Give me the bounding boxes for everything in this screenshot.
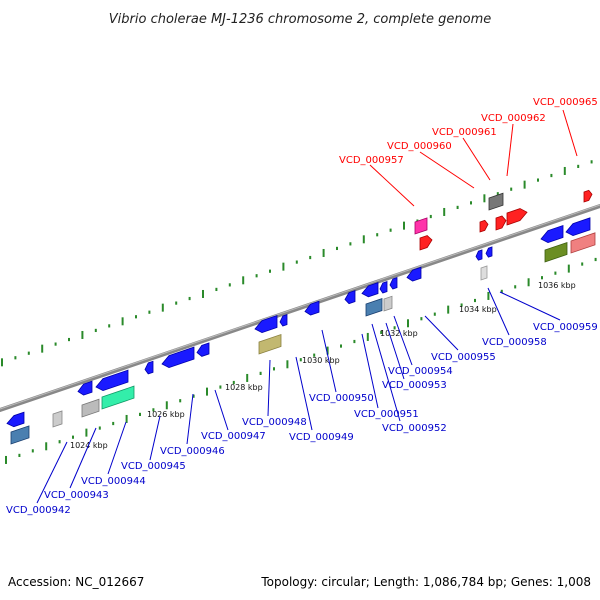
leader-line [487,287,510,336]
gene-label-vcd-000953[interactable]: VCD_000953 [382,380,447,391]
gene-label-vcd-000944[interactable]: VCD_000944 [81,476,146,487]
leader-line [562,109,578,157]
leader-line [424,315,459,351]
gene-arrow [495,215,507,231]
forward-gene-labels: VCD_000957 VCD_000960 VCD_000961 VCD_000… [339,97,598,166]
gene-label-vcd-000955[interactable]: VCD_000955 [431,352,496,363]
gene-label-vcd-000957[interactable]: VCD_000957 [339,155,404,166]
gene-box [81,398,100,418]
gene-arrow [485,246,493,258]
gene-label-vcd-000954[interactable]: VCD_000954 [388,366,453,377]
ruler-label: 1026 kbp [147,410,185,419]
leader-line [149,415,161,461]
gene-arrow [419,235,433,251]
leader-line [69,427,97,489]
ruler-label: 1028 kbp [225,383,263,392]
leader-line [267,359,271,417]
gene-box [365,298,383,317]
leader-line [419,151,475,189]
gene-arrow [77,380,93,396]
gene-box [488,192,504,211]
gene-arrow [6,411,25,428]
leader-line [36,441,68,504]
gene-label-vcd-000952[interactable]: VCD_000952 [382,423,447,434]
leader-line [499,291,561,321]
ruler-label: 1030 kbp [302,356,340,365]
gene-label-vcd-000960[interactable]: VCD_000960 [387,141,452,152]
leader-line [361,333,379,409]
ruler-label: 1034 kbp [459,305,497,314]
leader-line [385,322,405,380]
gene-label-vcd-000945[interactable]: VCD_000945 [121,461,186,472]
gene-box [414,217,428,235]
gene-arrow [479,219,489,233]
gene-box [544,241,568,263]
gene-label-vcd-000962[interactable]: VCD_000962 [481,113,546,124]
gene-label-vcd-000950[interactable]: VCD_000950 [309,393,374,404]
gene-arrow [540,224,564,244]
leader-line [295,356,313,431]
gene-arrow [583,189,593,203]
gene-label-vcd-000946[interactable]: VCD_000946 [160,446,225,457]
leader-line [393,315,413,366]
gene-arrow [254,314,278,334]
gene-label-vcd-000965[interactable]: VCD_000965 [533,97,598,108]
backbone-highlight [0,204,600,410]
reverse-gene-labels: VCD_000942 VCD_000943 VCD_000944 VCD_000… [6,322,598,516]
gene-box [383,295,393,312]
gene-arrow [506,208,528,226]
summary-text: Topology: circular; Length: 1,086,784 bp… [260,575,591,589]
gene-box [10,425,30,445]
ruler-label: 1032 kbp [380,329,418,338]
gene-label-vcd-000943[interactable]: VCD_000943 [44,490,109,501]
gene-box [101,385,135,410]
gene-arrow [379,281,388,294]
gene-arrow [161,346,195,369]
gene-arrow [279,314,288,327]
gene-box [258,333,282,355]
gene-arrow [144,360,154,375]
gene-label-vcd-000947[interactable]: VCD_000947 [201,431,266,442]
gene-arrow [95,369,129,392]
gene-box [570,232,596,254]
ruler-labels: 1024 kbp 1026 kbp 1028 kbp 1030 kbp 1032… [70,281,576,450]
gene-label-vcd-000949[interactable]: VCD_000949 [289,432,354,443]
gene-label-vcd-000959[interactable]: VCD_000959 [533,322,598,333]
gene-arrow [361,282,379,298]
map-title: Vibrio cholerae MJ-1236 chromosome 2, co… [109,12,491,27]
leader-line [369,164,415,207]
leader-line [321,329,337,393]
gene-arrow [475,249,483,261]
leader-line [214,389,229,431]
gene-box [480,265,488,281]
gene-label-vcd-000961[interactable]: VCD_000961 [432,127,497,138]
leader-line [462,137,491,181]
leader-line [371,323,401,422]
gene-arrow [196,342,210,357]
gene-features [6,189,596,445]
gene-arrow [344,290,356,305]
gene-label-vcd-000951[interactable]: VCD_000951 [354,409,419,420]
gene-label-vcd-000958[interactable]: VCD_000958 [482,337,547,348]
accession-text: Accession: NC_012667 [8,575,144,589]
label-leader-lines [36,109,578,504]
backbone-line [0,204,600,412]
gene-arrow [389,277,398,290]
gene-arrow [304,300,320,316]
gene-label-vcd-000948[interactable]: VCD_000948 [242,417,307,428]
leader-line [186,393,194,445]
leader-line [107,421,127,475]
gene-label-vcd-000942[interactable]: VCD_000942 [6,505,71,516]
gene-box [52,410,63,428]
leader-line [506,123,514,177]
gene-arrow [565,217,591,237]
ruler-label: 1036 kbp [538,281,576,290]
gene-arrow [406,266,422,282]
